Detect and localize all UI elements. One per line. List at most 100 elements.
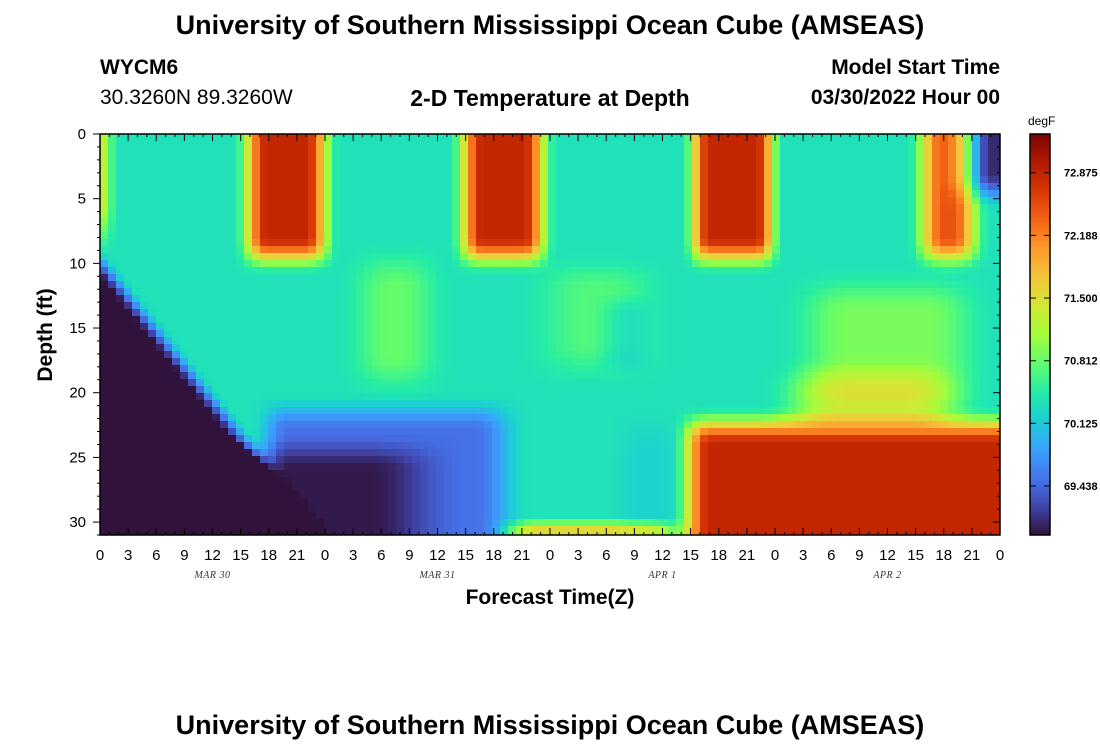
heatmap-cell xyxy=(468,218,477,226)
heatmap-cell xyxy=(372,190,381,198)
heatmap-cell xyxy=(604,470,613,478)
heatmap-cell xyxy=(740,463,749,471)
heatmap-cell xyxy=(292,428,301,436)
heatmap-cell xyxy=(140,484,149,492)
heatmap-cell xyxy=(220,505,229,513)
heatmap-cell xyxy=(508,456,517,464)
heatmap-cell xyxy=(148,190,157,198)
heatmap-cell xyxy=(212,330,221,338)
heatmap-cell xyxy=(708,498,717,506)
heatmap-cell xyxy=(636,372,645,380)
heatmap-cell xyxy=(436,176,445,184)
heatmap-cell xyxy=(780,484,789,492)
heatmap-cell xyxy=(748,435,757,443)
heatmap-cell xyxy=(700,211,709,219)
heatmap-cell xyxy=(420,302,429,310)
heatmap-cell xyxy=(244,239,253,247)
heatmap-cell xyxy=(548,218,557,226)
heatmap-cell xyxy=(636,477,645,485)
heatmap-cell xyxy=(652,330,661,338)
heatmap-cell xyxy=(500,204,509,212)
heatmap-cell xyxy=(252,512,261,520)
heatmap-cell xyxy=(124,393,133,401)
heatmap-cell xyxy=(740,498,749,506)
heatmap-cell xyxy=(316,204,325,212)
heatmap-cell xyxy=(556,512,565,520)
heatmap-cell xyxy=(380,393,389,401)
heatmap-cell xyxy=(420,232,429,240)
heatmap-cell xyxy=(332,274,341,282)
heatmap-cell xyxy=(460,190,469,198)
heatmap-cell xyxy=(308,232,317,240)
heatmap-cell xyxy=(660,379,669,387)
heatmap-cell xyxy=(708,442,717,450)
heatmap-cell xyxy=(772,407,781,415)
heatmap-cell xyxy=(324,393,333,401)
heatmap-cell xyxy=(636,246,645,254)
heatmap-cell xyxy=(236,232,245,240)
heatmap-cell xyxy=(748,365,757,373)
heatmap-cell xyxy=(276,519,285,527)
heatmap-cell xyxy=(548,379,557,387)
heatmap-cell xyxy=(764,386,773,394)
heatmap-cell xyxy=(332,197,341,205)
heatmap-cell xyxy=(500,176,509,184)
heatmap-cell xyxy=(716,477,725,485)
heatmap-cell xyxy=(508,183,517,191)
heatmap-cell xyxy=(276,274,285,282)
heatmap-cell xyxy=(724,211,733,219)
heatmap-cell xyxy=(276,204,285,212)
heatmap-cell xyxy=(740,295,749,303)
heatmap-cell xyxy=(524,414,533,422)
heatmap-cell xyxy=(716,162,725,170)
heatmap-cell xyxy=(308,484,317,492)
heatmap-cell xyxy=(372,435,381,443)
heatmap-cell xyxy=(340,421,349,429)
heatmap-cell xyxy=(108,442,117,450)
heatmap-cell xyxy=(468,295,477,303)
heatmap-cell xyxy=(284,344,293,352)
heatmap-cell xyxy=(748,211,757,219)
heatmap-cell xyxy=(292,491,301,499)
heatmap-cell xyxy=(396,141,405,149)
heatmap-cell xyxy=(548,421,557,429)
heatmap-cell xyxy=(780,463,789,471)
heatmap-cell xyxy=(492,267,501,275)
heatmap-cell xyxy=(316,183,325,191)
heatmap-cell xyxy=(124,407,133,415)
heatmap-cell xyxy=(540,407,549,415)
heatmap-cell xyxy=(748,162,757,170)
heatmap-cell xyxy=(460,337,469,345)
heatmap-cell xyxy=(308,414,317,422)
heatmap-cell xyxy=(276,162,285,170)
heatmap-cell xyxy=(604,456,613,464)
heatmap-cell xyxy=(228,239,237,247)
heatmap-cell xyxy=(684,400,693,408)
heatmap-cell xyxy=(172,463,181,471)
heatmap-cell xyxy=(540,204,549,212)
heatmap-cell xyxy=(524,449,533,457)
heatmap-cell xyxy=(676,246,685,254)
heatmap-cell xyxy=(484,477,493,485)
heatmap-cell xyxy=(660,330,669,338)
heatmap-cell xyxy=(724,456,733,464)
heatmap-cell xyxy=(588,484,597,492)
heatmap-cell xyxy=(180,491,189,499)
heatmap-cell xyxy=(708,246,717,254)
heatmap-cell xyxy=(612,267,621,275)
heatmap-cell xyxy=(244,134,253,142)
heatmap-cell xyxy=(332,351,341,359)
heatmap-cell xyxy=(652,253,661,261)
heatmap-cell xyxy=(484,351,493,359)
heatmap-cell xyxy=(524,393,533,401)
heatmap-cell xyxy=(244,155,253,163)
heatmap-cell xyxy=(412,267,421,275)
heatmap-cell xyxy=(228,190,237,198)
heatmap-cell xyxy=(452,365,461,373)
heatmap-cell xyxy=(308,351,317,359)
heatmap-cell xyxy=(740,456,749,464)
heatmap-cell xyxy=(228,414,237,422)
heatmap-cell xyxy=(396,456,405,464)
heatmap-cell xyxy=(268,253,277,261)
heatmap-cell xyxy=(396,260,405,268)
